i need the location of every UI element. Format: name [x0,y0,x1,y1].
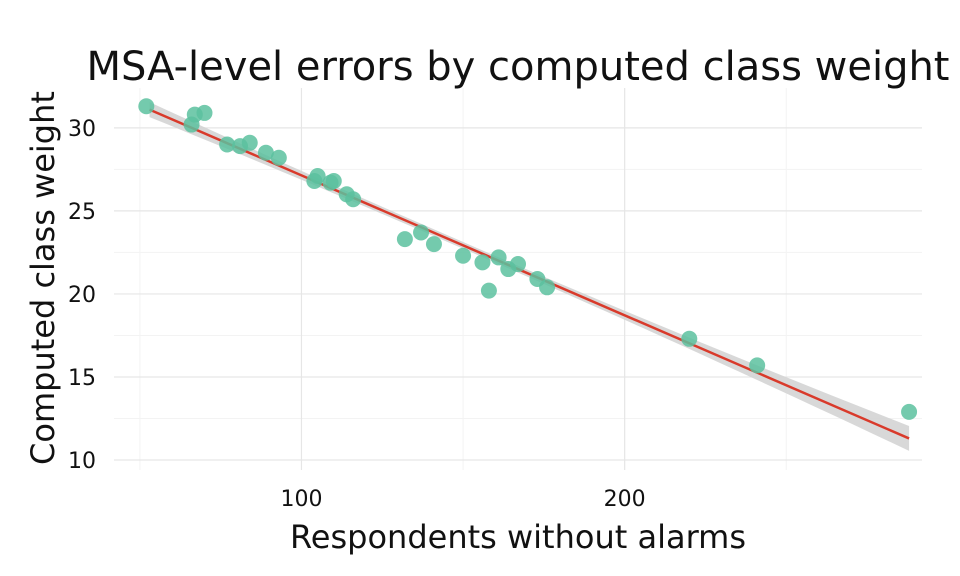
data-point [539,279,556,296]
data-points [138,98,918,420]
x-tick-label: 100 [280,487,322,512]
x-axis-title: Respondents without alarms [290,518,746,556]
data-point [196,104,213,121]
y-axis-ticks: 10 15 20 25 30 [68,117,96,474]
y-tick-label: 10 [68,449,96,474]
data-point [270,149,287,166]
data-point [257,144,274,161]
data-point [138,98,155,115]
data-point [345,191,362,208]
data-point [480,282,497,299]
y-tick-label: 30 [68,117,96,142]
minor-gridlines [114,88,922,470]
major-gridlines [114,88,922,470]
data-point [681,330,698,347]
data-point [490,249,507,266]
data-point [901,403,918,420]
y-tick-label: 20 [68,283,96,308]
chart-title: MSA-level errors by computed class weigh… [86,44,949,90]
y-tick-label: 15 [68,366,96,391]
x-tick-label: 200 [604,487,646,512]
data-point [425,236,442,253]
x-axis-ticks: 100 200 [280,487,645,512]
data-point [325,173,342,190]
data-point [396,231,413,248]
data-point [219,136,236,153]
y-tick-label: 25 [68,200,96,225]
data-point [510,256,526,273]
data-point [749,357,766,374]
data-point [309,168,326,185]
data-point [413,224,430,241]
data-point [455,247,472,264]
confidence-band [149,102,910,451]
y-axis-title: Computed class weight [24,91,62,465]
data-point [474,254,491,271]
data-point [241,134,258,151]
